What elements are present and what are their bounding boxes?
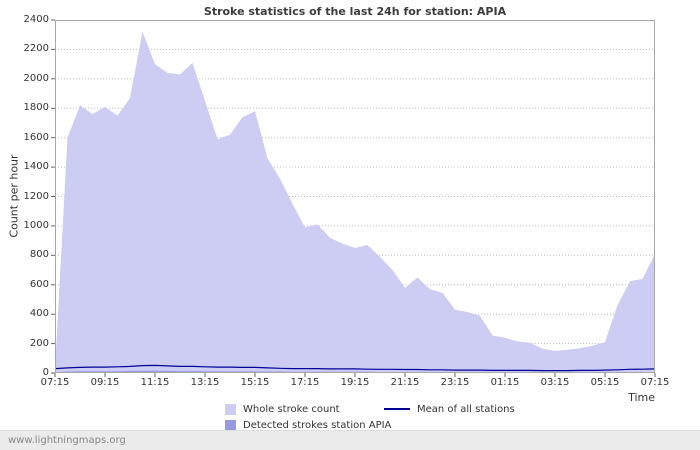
y-tick-label: 800 <box>29 249 49 261</box>
x-tick-label: 01:15 <box>490 377 520 388</box>
legend-item-detected-strokes: Detected strokes station APIA <box>225 419 391 431</box>
y-tick-label: 200 <box>29 337 49 349</box>
y-tick-label: 1200 <box>23 190 49 202</box>
y-tick-label: 1400 <box>23 161 49 173</box>
y-tick-label: 0 <box>42 367 49 378</box>
y-tick-label: 600 <box>29 278 49 290</box>
x-tick-label: 21:15 <box>390 377 420 388</box>
x-tick-label: 07:15 <box>640 377 670 388</box>
x-axis-ticks: 07:15 09:15 11:15 13:15 15:15 17:15 19:15 21:15… <box>41 377 670 389</box>
chart-title: Stroke statistics of the last 24h for st… <box>203 5 507 18</box>
y-axis-ticks: 0 200 400 600 800 1000 1200 1400 1600 1800 2000 220… <box>0 14 49 378</box>
legend-swatch-mean-line <box>384 408 410 410</box>
x-tick-label: 09:15 <box>90 377 120 388</box>
x-tick-label: 13:15 <box>190 377 220 388</box>
watermark: www.lightningmaps.org <box>8 435 126 446</box>
legend-item-whole-stroke-count: Whole stroke count <box>225 403 340 415</box>
x-axis-label: Time <box>628 391 655 404</box>
legend-item-mean-of-all-stations: Mean of all stations <box>384 403 515 415</box>
y-tick-label: 1000 <box>23 219 49 231</box>
x-tick-label: 07:15 <box>40 377 70 388</box>
y-tick-label: 2200 <box>23 43 49 55</box>
x-tick-label: 17:15 <box>290 377 320 388</box>
legend-swatch-whole-stroke-count <box>225 403 236 415</box>
y-tick-label: 2000 <box>23 72 49 84</box>
x-tick-label: 15:15 <box>240 377 270 388</box>
x-tick-label: 03:15 <box>540 377 570 388</box>
y-tick-label: 1800 <box>23 102 49 114</box>
legend-swatch-detected-strokes <box>225 419 236 431</box>
y-tick-label: 1600 <box>23 131 49 143</box>
footer-bar: www.lightningmaps.org <box>0 430 700 450</box>
y-tick-label: 2400 <box>23 14 49 25</box>
legend: Whole stroke count Detected strokes stat… <box>0 400 700 432</box>
x-tick-label: 05:15 <box>590 377 620 388</box>
legend-label-whole-stroke-count: Whole stroke count <box>243 403 340 415</box>
legend-label-mean-of-all-stations: Mean of all stations <box>417 403 515 415</box>
x-tick-label: 11:15 <box>140 377 170 388</box>
legend-label-detected-strokes: Detected strokes station APIA <box>243 419 392 431</box>
x-tick-label: 23:15 <box>440 377 470 388</box>
chart-canvas <box>51 19 656 377</box>
x-tick-label: 19:15 <box>340 377 370 388</box>
y-tick-label: 400 <box>29 308 49 320</box>
